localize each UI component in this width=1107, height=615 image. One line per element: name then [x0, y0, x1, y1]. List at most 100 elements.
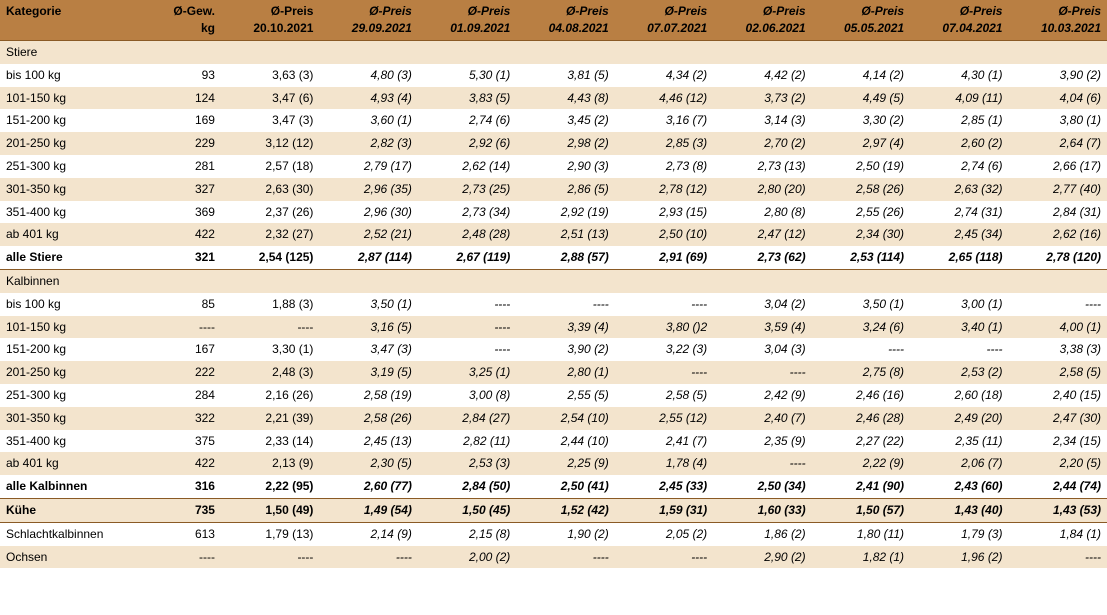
cell-preis: 3,81 (5) — [516, 64, 614, 87]
cell-preis: 1,88 (3) — [221, 293, 319, 316]
cell-preis: 3,30 (2) — [812, 109, 910, 132]
cell-preis: 1,49 (54) — [319, 498, 417, 522]
cell-preis: 2,45 (33) — [615, 475, 713, 498]
cell-preis: 4,49 (5) — [812, 87, 910, 110]
cell-preis: 1,90 (2) — [516, 522, 614, 545]
col-preis-10.03.2021: Ø-Preis10.03.2021 — [1008, 0, 1107, 41]
cell-preis: ---- — [418, 338, 516, 361]
cell-kategorie: ab 401 kg — [0, 223, 141, 246]
cell-preis: 2,20 (5) — [1008, 452, 1107, 475]
cell-gewicht: 321 — [141, 246, 221, 269]
cell-preis: 2,15 (8) — [418, 522, 516, 545]
cell-preis: 2,60 (2) — [910, 132, 1008, 155]
cell-preis: ---- — [615, 546, 713, 569]
table-row: bis 100 kg851,88 (3)3,50 (1)------------… — [0, 293, 1107, 316]
cell-preis: 3,59 (4) — [713, 316, 811, 339]
cell-preis: 2,62 (16) — [1008, 223, 1107, 246]
cell-preis: 2,97 (4) — [812, 132, 910, 155]
table-row: 151-200 kg1693,47 (3)3,60 (1)2,74 (6)3,4… — [0, 109, 1107, 132]
header-price-prefix: Ø-Preis — [325, 3, 411, 20]
header-price-prefix: Ø-Preis — [621, 3, 707, 20]
cell-preis: 2,86 (5) — [516, 178, 614, 201]
header-date: 07.07.2021 — [621, 20, 707, 37]
cell-preis: 2,44 (74) — [1008, 475, 1107, 498]
cell-preis: 3,12 (12) — [221, 132, 319, 155]
cell-kategorie: 101-150 kg — [0, 87, 141, 110]
cell-kategorie: bis 100 kg — [0, 64, 141, 87]
cell-preis: 2,45 (34) — [910, 223, 1008, 246]
col-preis-05.05.2021: Ø-Preis05.05.2021 — [812, 0, 910, 41]
cell-preis: 2,00 (2) — [418, 546, 516, 569]
cell-preis: 2,74 (6) — [418, 109, 516, 132]
cell-preis: 4,09 (11) — [910, 87, 1008, 110]
cell-preis: ---- — [221, 546, 319, 569]
cell-preis: 3,73 (2) — [713, 87, 811, 110]
header-price-prefix: Ø-Preis — [1014, 3, 1101, 20]
cell-gewicht: 222 — [141, 361, 221, 384]
cell-preis: 4,93 (4) — [319, 87, 417, 110]
cell-preis: 3,47 (6) — [221, 87, 319, 110]
header-price-prefix: Ø-Preis — [522, 3, 608, 20]
cell-preis: 2,55 (5) — [516, 384, 614, 407]
cell-preis: 2,58 (19) — [319, 384, 417, 407]
table-row: alle Stiere3212,54 (125)2,87 (114)2,67 (… — [0, 246, 1107, 269]
cell-preis: 2,55 (26) — [812, 201, 910, 224]
cell-preis: 1,50 (57) — [812, 498, 910, 522]
table-row: bis 100 kg933,63 (3)4,80 (3)5,30 (1)3,81… — [0, 64, 1107, 87]
cell-preis: 2,98 (2) — [516, 132, 614, 155]
cell-preis: ---- — [221, 316, 319, 339]
cell-preis: 3,04 (3) — [713, 338, 811, 361]
cell-preis: 2,63 (32) — [910, 178, 1008, 201]
cell-preis: 3,39 (4) — [516, 316, 614, 339]
cell-preis: 2,50 (19) — [812, 155, 910, 178]
cell-preis: 4,80 (3) — [319, 64, 417, 87]
cell-preis: 4,46 (12) — [615, 87, 713, 110]
cell-preis: 4,14 (2) — [812, 64, 910, 87]
cell-preis: 2,53 (3) — [418, 452, 516, 475]
cell-preis: 2,54 (125) — [221, 246, 319, 269]
cell-preis: 2,79 (17) — [319, 155, 417, 178]
cell-preis: 2,84 (27) — [418, 407, 516, 430]
cell-gewicht: 375 — [141, 430, 221, 453]
price-overview-table: Kategorie Ø-Gew. kg Ø-Preis20.10.2021Ø-P… — [0, 0, 1107, 568]
cell-gewicht: 281 — [141, 155, 221, 178]
cell-preis: 1,79 (13) — [221, 522, 319, 545]
col-gewicht: Ø-Gew. kg — [141, 0, 221, 41]
cell-kategorie: 301-350 kg — [0, 178, 141, 201]
cell-preis: 4,04 (6) — [1008, 87, 1107, 110]
col-preis-20.10.2021: Ø-Preis20.10.2021 — [221, 0, 319, 41]
cell-gewicht: 167 — [141, 338, 221, 361]
cell-preis: 2,25 (9) — [516, 452, 614, 475]
cell-preis: 4,34 (2) — [615, 64, 713, 87]
table-body: Stierebis 100 kg933,63 (3)4,80 (3)5,30 (… — [0, 41, 1107, 569]
cell-preis: ---- — [1008, 293, 1107, 316]
cell-preis: 2,22 (9) — [812, 452, 910, 475]
cell-kategorie: alle Kalbinnen — [0, 475, 141, 498]
cell-gewicht: 169 — [141, 109, 221, 132]
cell-kategorie: 151-200 kg — [0, 109, 141, 132]
col-preis-01.09.2021: Ø-Preis01.09.2021 — [418, 0, 516, 41]
cell-gewicht: 422 — [141, 452, 221, 475]
cell-preis: 3,90 (2) — [1008, 64, 1107, 87]
cell-preis: 2,58 (26) — [319, 407, 417, 430]
cell-preis: 2,43 (60) — [910, 475, 1008, 498]
cell-preis: 3,30 (1) — [221, 338, 319, 361]
cell-gewicht: ---- — [141, 316, 221, 339]
cell-preis: 2,90 (3) — [516, 155, 614, 178]
cell-preis: 2,78 (120) — [1008, 246, 1107, 269]
cell-preis: 3,47 (3) — [221, 109, 319, 132]
cell-preis: 2,55 (12) — [615, 407, 713, 430]
header-price-prefix: Ø-Preis — [227, 3, 313, 20]
cell-preis: 3,24 (6) — [812, 316, 910, 339]
table-header: Kategorie Ø-Gew. kg Ø-Preis20.10.2021Ø-P… — [0, 0, 1107, 41]
cell-preis: ---- — [615, 361, 713, 384]
cell-preis: 2,50 (10) — [615, 223, 713, 246]
cell-preis: 2,30 (5) — [319, 452, 417, 475]
col-preis-04.08.2021: Ø-Preis04.08.2021 — [516, 0, 614, 41]
cell-preis: 2,73 (62) — [713, 246, 811, 269]
cell-kategorie: 251-300 kg — [0, 384, 141, 407]
cell-preis: 1,82 (1) — [812, 546, 910, 569]
cell-preis: 2,60 (18) — [910, 384, 1008, 407]
cell-preis: 2,87 (114) — [319, 246, 417, 269]
cell-preis: ---- — [615, 293, 713, 316]
